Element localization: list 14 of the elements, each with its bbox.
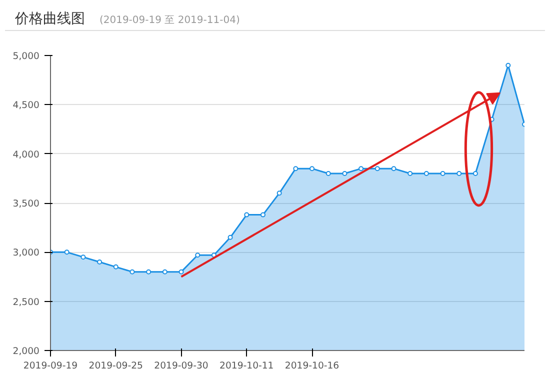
y-tick-label: 2,000 [12,346,40,357]
y-tick-label: 3,000 [12,248,40,259]
y-tick-label: 3,500 [12,198,40,210]
y-tick-label: 5,000 [12,51,40,62]
chart-title: 价格曲线图 [15,11,85,27]
y-tick-label: 4,500 [12,100,40,112]
x-tick-label: 2019-09-19 [23,360,78,372]
x-tick-label: 2019-10-11 [220,360,274,372]
y-tick-label: 2,500 [12,296,40,308]
x-tick-label: 2019-09-30 [154,360,208,372]
y-tick-label: 4,000 [12,149,40,160]
x-tick-label: 2019-09-25 [88,360,144,372]
x-tick-label: 2019-10-16 [284,360,340,372]
chart-subtitle: (2019-09-19 至 2019-11-04) [99,15,240,26]
